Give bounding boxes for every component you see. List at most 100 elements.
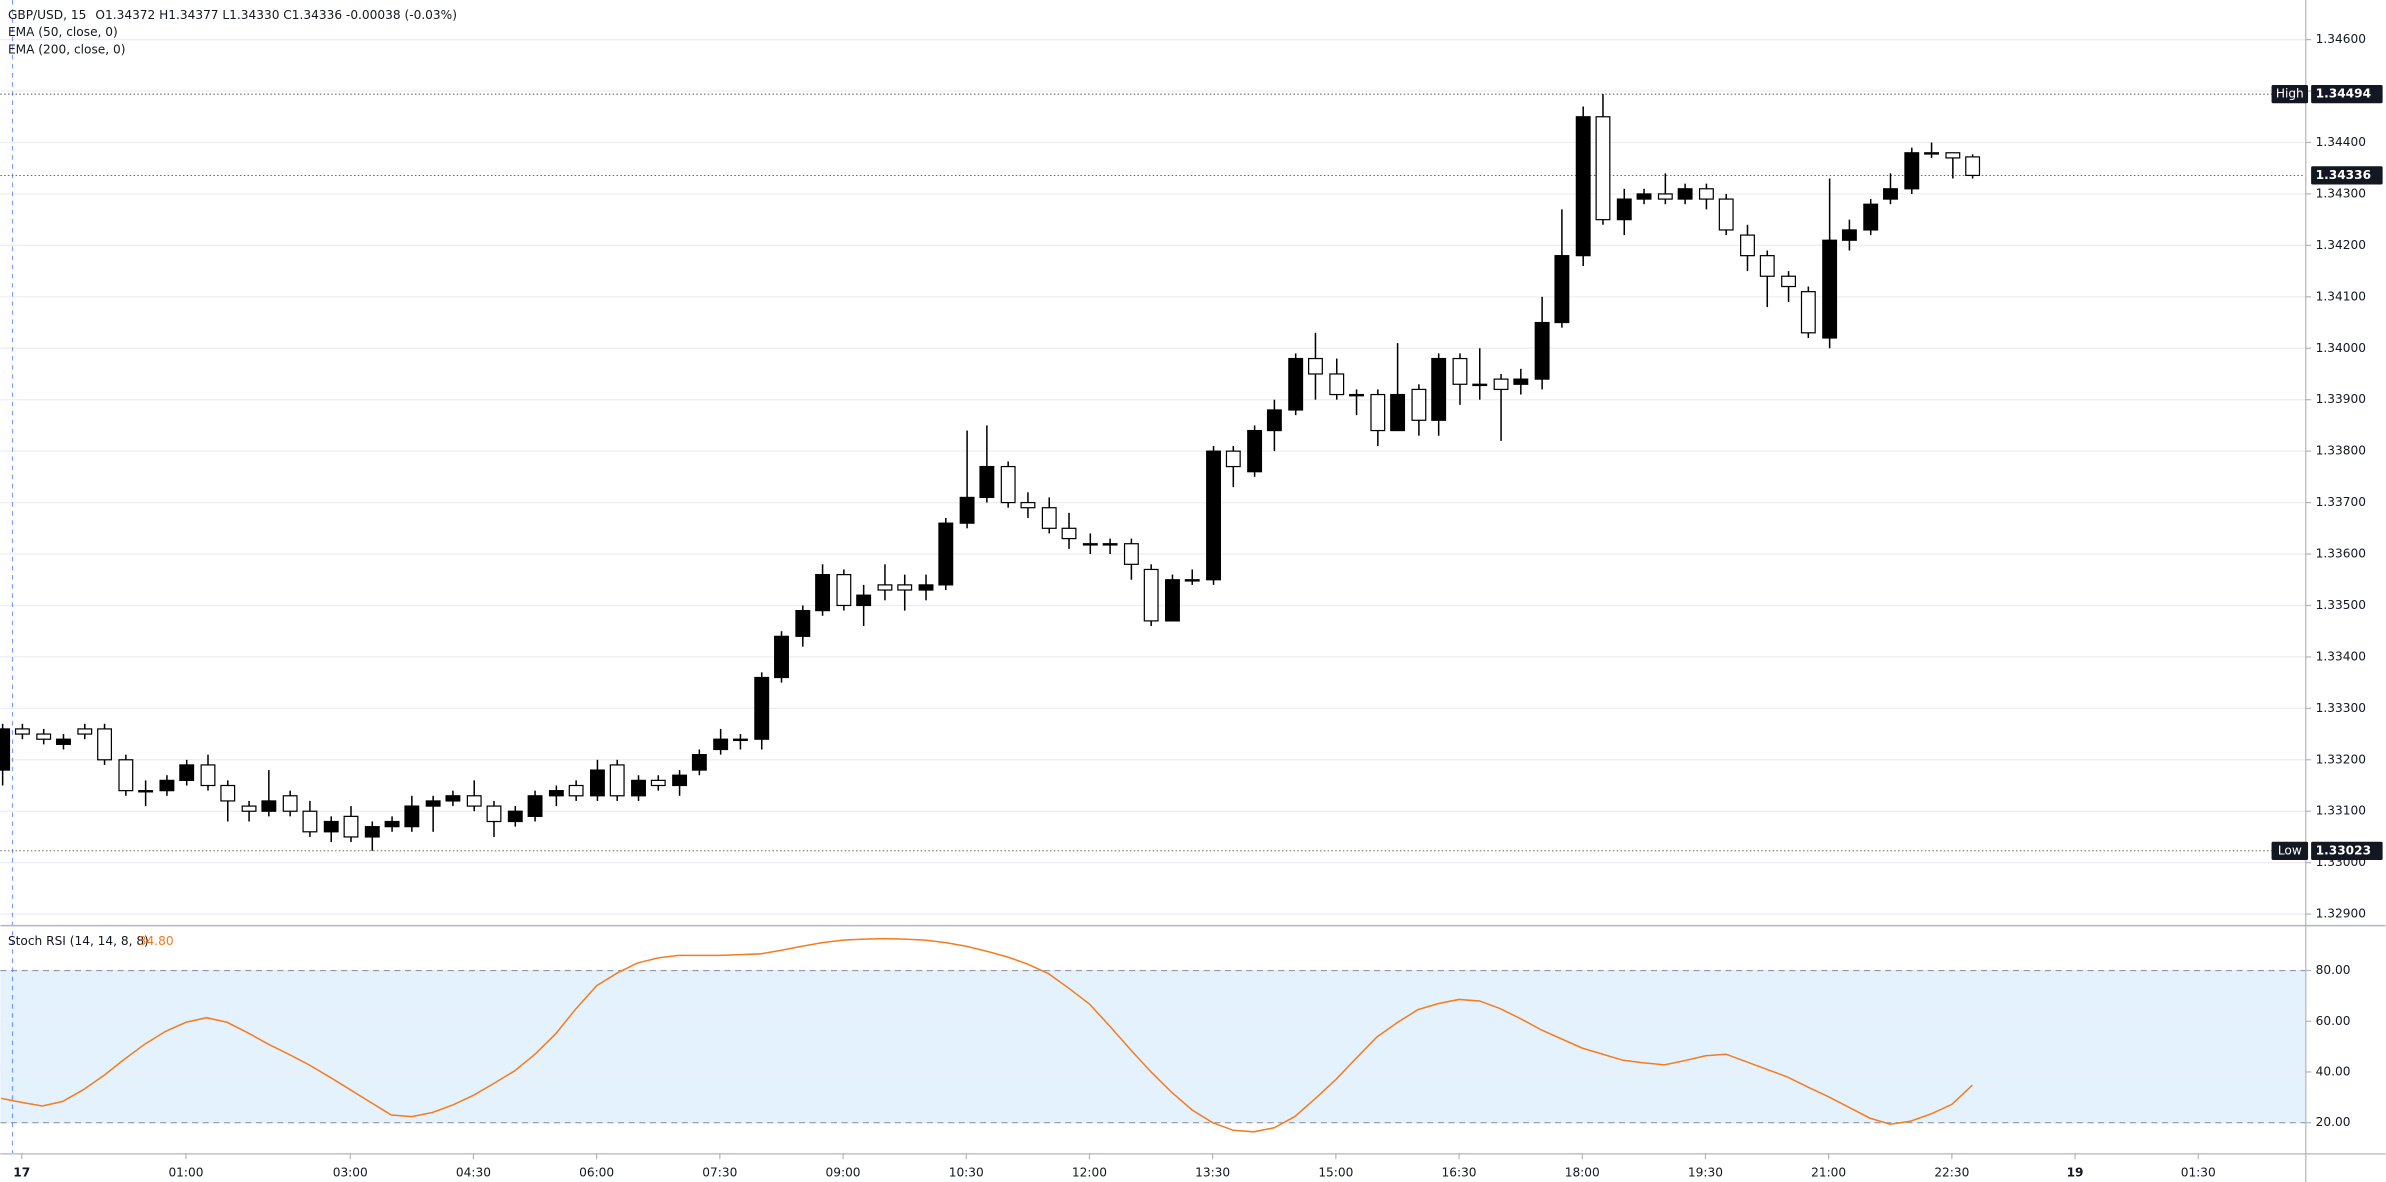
y-tick-label: 1.34300	[2316, 186, 2366, 200]
y-tick-label: 1.33700	[2316, 495, 2366, 509]
candle-body	[1636, 193, 1652, 200]
y-tick-label: 20.00	[2316, 1115, 2351, 1129]
candle-body	[118, 759, 134, 792]
y-tick-label: 1.34200	[2316, 238, 2366, 252]
x-tick-label: 19	[2067, 1165, 2084, 1179]
y-tick-label: 1.34400	[2316, 135, 2366, 149]
candle-body	[1329, 373, 1345, 396]
candle-body	[1102, 543, 1118, 546]
candle-body	[179, 764, 195, 781]
marker-value-box	[2311, 85, 2383, 104]
candle-body	[856, 594, 872, 607]
candle-body	[774, 635, 789, 679]
candle-body	[568, 784, 584, 797]
x-tick-label: 07:30	[702, 1165, 737, 1179]
x-tick-label: 18:00	[1565, 1165, 1600, 1179]
candle-body	[1657, 193, 1673, 200]
marker-name-box	[2271, 841, 2309, 860]
candle-body	[877, 584, 893, 591]
candle-body	[732, 738, 748, 742]
candle-body	[1698, 188, 1714, 200]
candle-body	[1308, 357, 1323, 375]
candle-body	[1883, 188, 1898, 200]
x-tick-label: 06:00	[579, 1165, 614, 1179]
candle-body	[589, 769, 605, 797]
candle-body	[77, 728, 93, 735]
header-legend: GBP/USD, 15 O1.34372 H1.34377 L1.34330 C1…	[8, 8, 457, 22]
y-tick-label: 1.33400	[2316, 649, 2366, 663]
oscillator-title: Stoch RSI (14, 14, 8, 8)	[8, 934, 149, 948]
candle-body	[1390, 393, 1406, 432]
x-tick-label: 15:00	[1318, 1165, 1353, 1179]
y-tick-label: 1.33800	[2316, 444, 2366, 458]
candle-body	[97, 728, 113, 761]
y-tick-label: 1.33200	[2316, 752, 2366, 766]
candle-body	[1452, 357, 1468, 385]
candle-body	[1965, 156, 1981, 177]
candle-body	[343, 815, 359, 838]
y-tick-label: 60.00	[2316, 1014, 2351, 1028]
candle-body	[1411, 388, 1427, 421]
candle-body	[1123, 543, 1139, 565]
indicator-label: EMA (200, close, 0)	[8, 43, 126, 57]
marks-layer	[0, 94, 1981, 1133]
candle-body	[0, 728, 11, 771]
back-layer	[0, 39, 2306, 1124]
x-tick-label: 01:00	[168, 1165, 203, 1179]
candle-body	[56, 738, 71, 745]
y-tick-label: 1.32900	[2316, 907, 2366, 921]
candle-body	[1349, 393, 1364, 397]
candle-body	[384, 820, 400, 828]
y-tick-label: 40.00	[2316, 1064, 2351, 1078]
candle-body	[1000, 465, 1016, 504]
oscillator-value: 34.80	[139, 934, 174, 948]
x-tick-label: 01:30	[2181, 1165, 2216, 1179]
y-tick-label: 1.33600	[2316, 547, 2366, 561]
candle-body	[1206, 450, 1221, 581]
y-tick-label: 1.33300	[2316, 701, 2366, 715]
y-tick-label: 80.00	[2316, 963, 2351, 977]
candle-body	[1082, 543, 1098, 546]
candle-body	[200, 764, 216, 787]
candle-body	[445, 795, 461, 802]
candle-body	[795, 609, 811, 637]
candle-body	[609, 764, 625, 797]
candle-body	[1247, 429, 1263, 473]
candle-body	[1493, 378, 1509, 391]
candle-body	[1718, 198, 1734, 231]
candle-body	[261, 800, 277, 812]
candle-body	[1266, 409, 1282, 432]
y-tick-label: 1.34100	[2316, 289, 2366, 303]
candle-body	[364, 826, 380, 838]
candle-body	[1822, 239, 1838, 339]
candle-body	[1472, 383, 1488, 387]
candle-body	[1184, 579, 1200, 582]
x-tick-label: 22:30	[1934, 1165, 1969, 1179]
candle-body	[1863, 203, 1879, 231]
candle-body	[1781, 275, 1797, 288]
candle-body	[959, 496, 975, 524]
candle-body	[1143, 568, 1159, 622]
candle-body	[897, 584, 913, 591]
ohlc-values: O1.34372 H1.34377 L1.34330 C1.34336 -0.0…	[95, 8, 457, 22]
candle-body	[507, 810, 523, 823]
marker-value: 1.34494	[2316, 87, 2371, 101]
x-tick-label: 19:30	[1688, 1165, 1723, 1179]
x-tick-label: 04:30	[456, 1165, 491, 1179]
last-price-box	[2311, 166, 2383, 185]
front-layer: 1.346001.345001.344001.343001.342001.341…	[13, 32, 2383, 1179]
candle-body	[938, 522, 954, 586]
candle-body	[691, 754, 707, 771]
x-tick-label: 16:30	[1442, 1165, 1477, 1179]
candle-body	[1945, 152, 1961, 159]
candle-body	[14, 728, 30, 735]
candle-body	[1740, 234, 1755, 257]
candle-body	[918, 584, 934, 591]
candle-body	[1800, 291, 1816, 334]
candle-body	[1904, 152, 1920, 190]
x-tick-label: 09:00	[826, 1165, 861, 1179]
candle-body	[1554, 255, 1570, 324]
y-tick-label: 1.33500	[2316, 598, 2366, 612]
x-tick-label: 17	[13, 1165, 30, 1179]
